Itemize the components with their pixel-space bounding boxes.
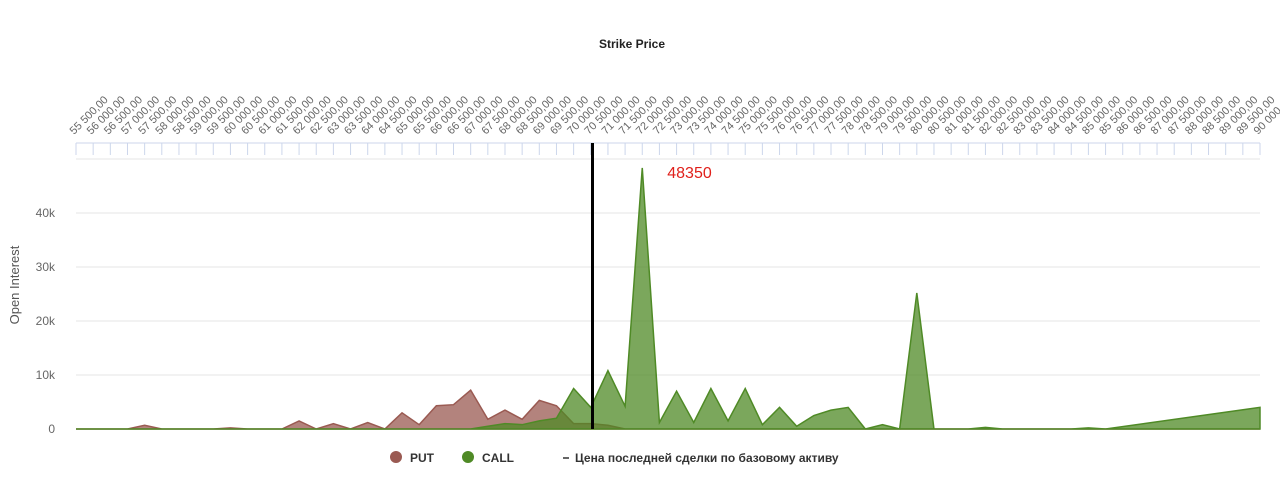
y-tick-label: 20k: [36, 314, 56, 328]
area: [76, 167, 1261, 430]
legend-label: Цена последней сделки по базовому активу: [575, 451, 839, 465]
legend-marker: [390, 451, 402, 463]
plot-area: 48350: [76, 143, 1261, 430]
y-axis-title: Open Interest: [7, 245, 22, 324]
legend-label: CALL: [482, 451, 514, 465]
y-tick-label: 30k: [36, 260, 56, 274]
legend-marker: [462, 451, 474, 463]
annotation: 48350: [667, 165, 712, 182]
legend-label: PUT: [410, 451, 435, 465]
legend: PUT CALL Цена последней сделки по базовому…: [390, 451, 839, 465]
y-tick-label: 0: [48, 422, 55, 436]
y-tick-label: 40k: [36, 206, 56, 220]
y-tick-label: 10k: [36, 368, 56, 382]
x-axis-title: Strike Price: [599, 37, 665, 51]
